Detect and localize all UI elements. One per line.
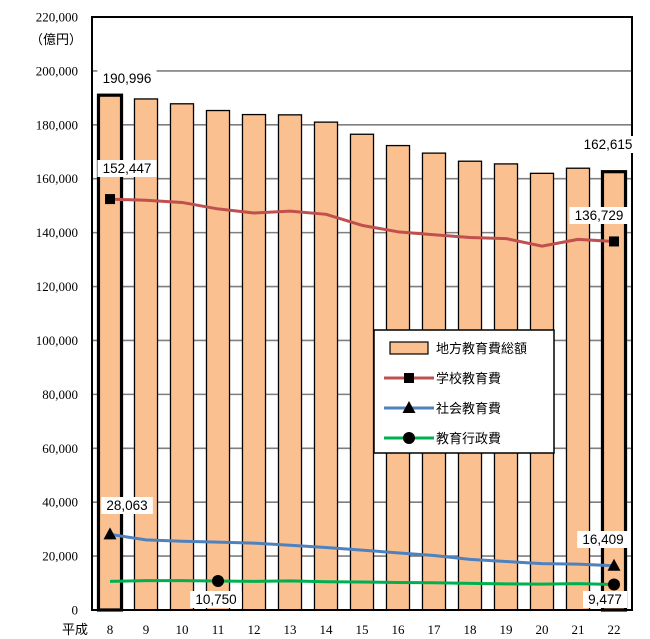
y-tick-label: 160,000	[36, 171, 78, 186]
bar	[205, 109, 231, 611]
series-line	[109, 579, 615, 586]
bar-series	[96, 93, 628, 612]
point-marker	[103, 527, 117, 540]
y-tick-label: 120,000	[36, 279, 78, 294]
y-axis: 0 20,000 40,000 60,000 80,000 100,000 120,000 1…	[36, 10, 78, 618]
bar	[313, 121, 339, 611]
point-marker	[403, 432, 415, 444]
y-tick-label: 40,000	[42, 495, 78, 510]
series-line	[109, 532, 615, 568]
data-label: 162,615	[584, 137, 633, 152]
x-tick-label: 12	[248, 622, 261, 637]
point-marker	[105, 194, 115, 205]
legend-label: 社会教育費	[436, 401, 501, 416]
plot-frame	[91, 16, 633, 611]
data-label-bg	[97, 70, 157, 87]
x-tick-label: 14	[320, 622, 334, 637]
data-label-bg	[190, 591, 242, 608]
bar	[169, 103, 195, 611]
data-label-bg	[578, 136, 638, 153]
x-tick-label: 19	[500, 622, 513, 637]
x-tick-label: 11	[212, 622, 225, 637]
point-marker	[404, 373, 414, 383]
bar	[349, 133, 375, 611]
data-label-bg	[577, 531, 629, 548]
y-tick-label: 60,000	[42, 441, 78, 456]
data-label: 10,750	[195, 592, 236, 607]
point-marker	[608, 578, 620, 591]
bar	[241, 113, 267, 611]
y-tick-label: 180,000	[36, 117, 78, 132]
x-tick-label: 9	[143, 622, 150, 637]
x-tick-label: 10	[176, 622, 189, 637]
x-tick-label: 18	[464, 622, 477, 637]
data-label: 152,447	[103, 161, 152, 176]
legend-swatch	[389, 341, 429, 355]
data-label: 190,996	[103, 71, 152, 86]
y-tick-label: 80,000	[42, 387, 78, 402]
bar	[277, 114, 303, 611]
series-line	[109, 197, 615, 248]
x-tick-label: 22	[608, 622, 621, 637]
point-marker	[402, 401, 416, 413]
y-axis-unit-label: （億円）	[30, 32, 82, 47]
point-marker	[609, 236, 619, 247]
legend-label: 学校教育費	[436, 371, 501, 386]
y-tick-label: 220,000	[36, 10, 78, 25]
y-tick-label: 0	[72, 603, 79, 618]
legend-label: 地方教育費総額	[436, 341, 527, 356]
x-tick-label: 17	[428, 622, 442, 637]
data-labels: 190,996 162,615 152,447 136,729 28,063 16,409…	[97, 70, 638, 608]
x-tick-label: 8	[107, 622, 114, 637]
data-label: 136,729	[575, 208, 624, 223]
x-axis-prefix: 平成	[62, 622, 88, 637]
x-tick-label: 13	[284, 622, 297, 637]
data-label-bg	[97, 160, 157, 177]
y-tick-label: 20,000	[42, 549, 78, 564]
y-tick-label: 200,000	[36, 63, 78, 78]
x-axis: 平成 8 9 10 11 12 13 14 15 16 17 18 19 20 21 22	[62, 622, 621, 637]
data-label-bg	[569, 207, 629, 224]
x-tick-label: 15	[356, 622, 369, 637]
legend-label: 教育行政費	[436, 431, 501, 446]
line-series	[103, 194, 621, 591]
data-label: 16,409	[582, 532, 623, 547]
x-tick-label: 20	[536, 622, 549, 637]
point-marker	[607, 558, 621, 571]
data-label-bg	[101, 497, 153, 514]
y-tick-label: 100,000	[36, 333, 78, 348]
y-tick-label: 140,000	[36, 225, 78, 240]
x-tick-label: 16	[392, 622, 406, 637]
data-label: 28,063	[106, 498, 147, 513]
data-label-bg	[583, 591, 627, 608]
point-marker	[212, 575, 224, 588]
x-tick-label: 21	[572, 622, 585, 637]
data-label: 9,477	[588, 592, 622, 607]
